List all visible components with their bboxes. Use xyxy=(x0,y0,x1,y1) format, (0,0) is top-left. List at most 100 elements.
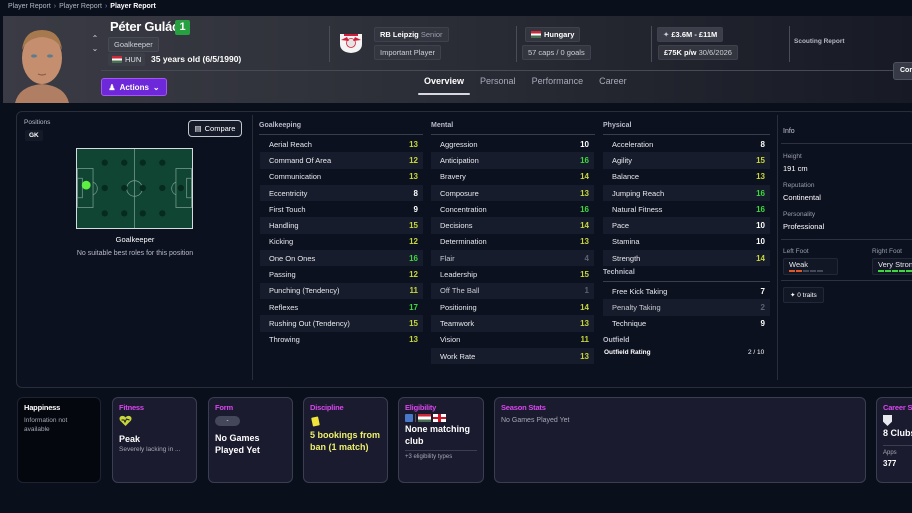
attribute-value: 16 xyxy=(756,188,765,198)
column-divider xyxy=(777,115,778,380)
breadcrumb-item[interactable]: Player Report xyxy=(8,3,51,10)
attribute-row[interactable]: Balance 13 xyxy=(603,169,770,185)
attribute-row[interactable]: Eccentricity 8 xyxy=(260,184,423,202)
tab-career[interactable]: Career xyxy=(599,76,627,86)
attribute-row[interactable]: Free Kick Taking 7 xyxy=(603,283,770,299)
player-age: 35 years old (6/5/1990) xyxy=(151,54,242,64)
attribute-name: Stamina xyxy=(612,237,640,247)
attribute-row[interactable]: Leadership 15 xyxy=(431,266,594,282)
nationality-chip[interactable]: HUN xyxy=(108,53,146,66)
attribute-row[interactable]: Flair 4 xyxy=(431,250,594,267)
attribute-name: Determination xyxy=(440,237,487,247)
squad-number-badge: 1 xyxy=(175,20,190,35)
attribute-row[interactable]: Pace 10 xyxy=(603,217,770,234)
traits-button[interactable]: ✦ 0 traits xyxy=(783,287,824,303)
attribute-row[interactable]: Throwing 13 xyxy=(260,332,423,348)
career-stats-card[interactable]: Career Stats 8 Clubs Apps 377 xyxy=(876,397,912,483)
chevron-up-icon[interactable]: ⌃ xyxy=(91,34,99,43)
discipline-card[interactable]: Discipline 5 bookings from ban (1 match) xyxy=(303,397,388,483)
international-chip[interactable]: Hungary xyxy=(525,27,581,42)
club-chip[interactable]: RB Leipzig Senior xyxy=(374,27,449,42)
attribute-row[interactable]: Handling 15 xyxy=(260,217,423,234)
season-stats-text: No Games Played Yet xyxy=(501,417,570,424)
attribute-row[interactable]: Bravery 14 xyxy=(431,169,594,185)
attribute-value: 12 xyxy=(409,155,418,165)
attribute-row[interactable]: Determination 13 xyxy=(431,234,594,250)
tab-overview[interactable]: Overview xyxy=(417,76,471,95)
attribute-row[interactable]: First Touch 9 xyxy=(260,201,423,217)
divider xyxy=(431,134,595,135)
attribute-row[interactable]: Natural Fitness 16 xyxy=(603,201,770,217)
attribute-row[interactable]: Off The Ball 1 xyxy=(431,282,594,299)
attribute-value: 10 xyxy=(756,237,765,247)
flag-hungary-icon xyxy=(531,31,541,38)
attribute-row[interactable]: Composure 13 xyxy=(431,184,594,202)
actions-button[interactable]: ♟ Actions ⌄ xyxy=(101,78,167,96)
season-stats-card[interactable]: Season Stats No Games Played Yet xyxy=(494,397,866,483)
form-card[interactable]: Form - No Games Played Yet xyxy=(208,397,293,483)
attribute-row[interactable]: Work Rate 13 xyxy=(431,347,594,365)
flag-england-icon xyxy=(433,414,446,422)
attribute-row[interactable]: One On Ones 16 xyxy=(260,250,423,267)
position-chip-gk[interactable]: GK xyxy=(25,130,43,141)
card-title: Happiness xyxy=(24,403,61,412)
info-title: Info xyxy=(783,128,795,135)
goalkeeping-attribute-list: Aerial Reach 13 Command Of Area 12 Communica… xyxy=(260,136,423,348)
compare-icon: ▤ xyxy=(194,124,202,133)
attribute-row[interactable]: Technique 9 xyxy=(603,316,770,332)
chevron-down-icon[interactable]: ⌄ xyxy=(91,44,99,53)
attribute-row[interactable]: Jumping Reach 16 xyxy=(603,184,770,202)
attribute-row[interactable]: Passing 12 xyxy=(260,266,423,282)
role-title: Goalkeeper xyxy=(115,235,155,244)
attribute-row[interactable]: Stamina 10 xyxy=(603,234,770,250)
attribute-row[interactable]: Aggression 10 xyxy=(431,136,594,152)
attribute-row[interactable]: Teamwork 13 xyxy=(431,315,594,332)
attribute-value: 7 xyxy=(760,286,765,296)
height-value: 191 cm xyxy=(783,164,808,173)
reputation-value: Continental xyxy=(783,193,821,202)
attribute-row[interactable]: Anticipation 16 xyxy=(431,152,594,169)
eligibility-card[interactable]: Eligibility None matching club +3 eligib… xyxy=(398,397,484,483)
attribute-name: Strength xyxy=(612,253,641,263)
traits-label: 0 traits xyxy=(797,292,817,299)
tab-personal[interactable]: Personal xyxy=(480,76,516,86)
fitness-card[interactable]: Fitness Peak Severely lacking in ... xyxy=(112,397,197,483)
attribute-row[interactable]: Agility 15 xyxy=(603,152,770,169)
card-title: Fitness xyxy=(119,403,144,412)
attribute-row[interactable]: Communication 13 xyxy=(260,169,423,185)
attribute-row[interactable]: Command Of Area 12 xyxy=(260,152,423,169)
sparkle-icon: ✦ xyxy=(790,292,796,299)
attribute-row[interactable]: Decisions 14 xyxy=(431,217,594,234)
attribute-value: 10 xyxy=(756,221,765,231)
outfield-title: Outfield xyxy=(603,337,630,344)
eligibility-sub: +3 eligibility types xyxy=(405,454,453,460)
attribute-row[interactable]: Punching (Tendency) 11 xyxy=(260,282,423,299)
attribute-row[interactable]: Rushing Out (Tendency) 15 xyxy=(260,315,423,332)
reputation-label: Reputation xyxy=(783,182,815,189)
attribute-row[interactable]: Kicking 12 xyxy=(260,234,423,250)
attribute-name: Decisions xyxy=(440,221,473,231)
attribute-row[interactable]: Acceleration 8 xyxy=(603,136,770,152)
form-chip: - xyxy=(215,416,240,426)
attribute-row[interactable]: Concentration 16 xyxy=(431,201,594,217)
scouting-report-label[interactable]: Scouting Report xyxy=(794,38,845,45)
club-logo-rb-leipzig[interactable] xyxy=(336,30,366,54)
compare-button-top[interactable]: Compare xyxy=(893,62,912,80)
yellow-card-icon xyxy=(311,416,320,427)
right-foot-label: Right Foot xyxy=(872,248,902,255)
value-chip[interactable]: ✦ £3.6M - £11M xyxy=(657,27,724,42)
outfield-rating-label: Outfield Rating xyxy=(604,349,651,356)
attribute-row[interactable]: Strength 14 xyxy=(603,250,770,267)
tab-performance[interactable]: Performance xyxy=(531,76,584,86)
attribute-row[interactable]: Vision 11 xyxy=(431,332,594,348)
compare-button[interactable]: ▤ Compare xyxy=(188,120,242,137)
attribute-row[interactable]: Aerial Reach 13 xyxy=(260,136,423,152)
form-status: No Games Played Yet xyxy=(215,433,260,455)
breadcrumb-item[interactable]: Player Report xyxy=(59,3,102,10)
happiness-card[interactable]: Happiness Information not available xyxy=(17,397,101,483)
attribute-row[interactable]: Reflexes 17 xyxy=(260,299,423,315)
attribute-row[interactable]: Penalty Taking 2 xyxy=(603,299,770,316)
attribute-row[interactable]: Positioning 14 xyxy=(431,299,594,315)
flag-hungary-icon xyxy=(418,414,431,422)
mental-title: Mental xyxy=(431,122,454,129)
